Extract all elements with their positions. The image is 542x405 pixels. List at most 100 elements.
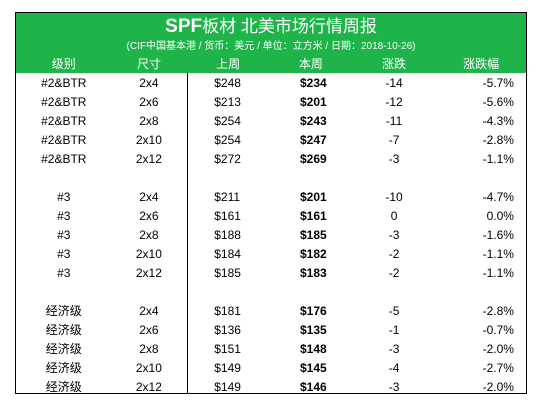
cell-this-week: $148 [299, 342, 327, 356]
cell-grade: 经济级 [45, 342, 82, 356]
cell-last-week: $185 [214, 266, 241, 280]
table-row: 经济级 2x6 $136 $135 -1 -0.7% [16, 321, 526, 340]
cell-this-week: $201 [299, 190, 327, 204]
cell-change: -3 [388, 342, 400, 356]
cell-last-week: $272 [214, 152, 241, 166]
cell-size: 2x12 [135, 266, 162, 280]
cell-change-pct: -2.7% [482, 361, 514, 375]
cell-change: -10 [385, 190, 403, 204]
table-row: #3 2x6 $161 $161 0 0.0% [16, 207, 526, 226]
cell-change-pct: -0.7% [482, 323, 514, 337]
cell-last-week: $181 [214, 304, 241, 318]
cell-last-week: $149 [214, 380, 241, 394]
cell-size: 2x10 [135, 247, 162, 261]
cell-size: 2x6 [139, 95, 159, 109]
cell-grade: #2&BTR [41, 95, 87, 109]
cell-this-week: $135 [299, 323, 327, 337]
column-header-this-week: 本周 [298, 57, 323, 71]
column-divider [187, 73, 188, 393]
cell-size: 2x10 [135, 133, 162, 147]
table-row: #2&BTR 2x8 $254 $243 -11 -4.3% [16, 112, 526, 131]
table-row: 经济级 2x10 $149 $145 -4 -2.7% [16, 359, 526, 378]
cell-change: -2 [388, 247, 400, 261]
cell-grade: #2&BTR [41, 114, 87, 128]
cell-last-week: $213 [214, 95, 241, 109]
cell-size: 2x6 [139, 323, 159, 337]
cell-this-week: $185 [299, 228, 327, 242]
cell-last-week: $161 [214, 209, 241, 223]
table-row: #3 2x10 $184 $182 -2 -1.1% [16, 245, 526, 264]
cell-this-week: $182 [299, 247, 327, 261]
cell-last-week: $254 [214, 114, 241, 128]
report-title: SPF板材 北美市场行情周报 [16, 13, 526, 38]
cell-size: 2x4 [139, 190, 159, 204]
cell-grade: #3 [57, 209, 71, 223]
table-row: #2&BTR 2x12 $272 $269 -3 -1.1% [16, 150, 526, 169]
cell-change: -11 [385, 114, 403, 128]
cell-change: -3 [388, 152, 400, 166]
title-text: 板材 北美市场行情周报 [202, 17, 377, 36]
cell-change: 0 [390, 209, 398, 223]
cell-this-week: $201 [299, 95, 327, 109]
cell-change: -5 [388, 304, 400, 318]
cell-this-week: $269 [299, 152, 327, 166]
cell-grade: 经济级 [45, 380, 82, 394]
table-row: #3 2x4 $211 $201 -10 -4.7% [16, 188, 526, 207]
cell-grade: #3 [57, 247, 71, 261]
cell-this-week: $146 [299, 380, 327, 394]
cell-last-week: $248 [214, 76, 241, 90]
cell-this-week: $243 [299, 114, 327, 128]
cell-last-week: $184 [214, 247, 241, 261]
cell-last-week: $254 [214, 133, 241, 147]
table-row: #2&BTR 2x4 $248 $234 -14 -5.7% [16, 74, 526, 93]
cell-grade: 经济级 [45, 323, 82, 337]
column-header-grade: 级别 [51, 57, 76, 71]
table-row: 经济级 2x4 $181 $176 -5 -2.8% [16, 302, 526, 321]
cell-last-week: $211 [214, 190, 241, 204]
cell-size: 2x4 [139, 76, 159, 90]
cell-size: 2x10 [135, 361, 162, 375]
cell-grade: #2&BTR [41, 133, 87, 147]
cell-change-pct: -2.0% [482, 342, 514, 356]
column-header-change-pct: 涨跌幅 [463, 57, 500, 71]
table-row: #3 2x8 $188 $185 -3 -1.6% [16, 226, 526, 245]
cell-change: -4 [388, 361, 400, 375]
title-brand: SPF [165, 16, 203, 37]
cell-size: 2x4 [139, 304, 159, 318]
cell-change-pct: -2.8% [482, 133, 514, 147]
column-headers: 级别 尺寸 上周 本周 涨跌 涨跌幅 [16, 55, 526, 73]
report-subtitle: (CIF中国基本港 / 货币：美元 / 单位：立方米 / 日期：2018-10-… [126, 41, 416, 52]
row-group: #3 2x4 $211 $201 -10 -4.7% #3 2x6 $161 $161 0 0.0% #… [16, 187, 526, 283]
row-group: 经济级 2x4 $181 $176 -5 -2.8% 经济级 2x6 $136 $135 -1 -0.… [16, 301, 526, 397]
cell-size: 2x12 [135, 380, 162, 394]
table-row: #3 2x12 $185 $183 -2 -1.1% [16, 264, 526, 283]
cell-size: 2x12 [135, 152, 162, 166]
cell-grade: 经济级 [45, 361, 82, 375]
cell-size: 2x8 [139, 114, 159, 128]
table-row: 经济级 2x12 $149 $146 -3 -2.0% [16, 378, 526, 397]
report-header: SPF板材 北美市场行情周报 (CIF中国基本港 / 货币：美元 / 单位：立方… [16, 13, 526, 73]
table-row: #2&BTR 2x10 $254 $247 -7 -2.8% [16, 131, 526, 150]
cell-this-week: $145 [299, 361, 327, 375]
price-report-table: SPF板材 北美市场行情周报 (CIF中国基本港 / 货币：美元 / 单位：立方… [15, 12, 527, 394]
cell-change: -1 [388, 323, 400, 337]
cell-change-pct: -2.8% [482, 304, 514, 318]
cell-grade: #3 [57, 228, 71, 242]
cell-change-pct: -5.6% [482, 95, 514, 109]
cell-change-pct: -5.7% [482, 76, 514, 90]
cell-this-week: $234 [299, 76, 327, 90]
table-row: #2&BTR 2x6 $213 $201 -12 -5.6% [16, 93, 526, 112]
cell-change: -3 [388, 380, 400, 394]
cell-grade: #2&BTR [41, 152, 87, 166]
cell-this-week: $161 [299, 209, 327, 223]
cell-change-pct: -4.3% [482, 114, 514, 128]
cell-change: -3 [388, 228, 400, 242]
cell-last-week: $188 [214, 228, 241, 242]
row-group: #2&BTR 2x4 $248 $234 -14 -5.7% #2&BTR 2x6 $213 $2… [16, 73, 526, 169]
cell-change: -7 [388, 133, 400, 147]
cell-last-week: $151 [214, 342, 241, 356]
cell-change: -2 [388, 266, 400, 280]
cell-grade: #2&BTR [41, 76, 87, 90]
cell-change-pct: -2.0% [482, 380, 514, 394]
cell-change-pct: -1.6% [482, 228, 514, 242]
